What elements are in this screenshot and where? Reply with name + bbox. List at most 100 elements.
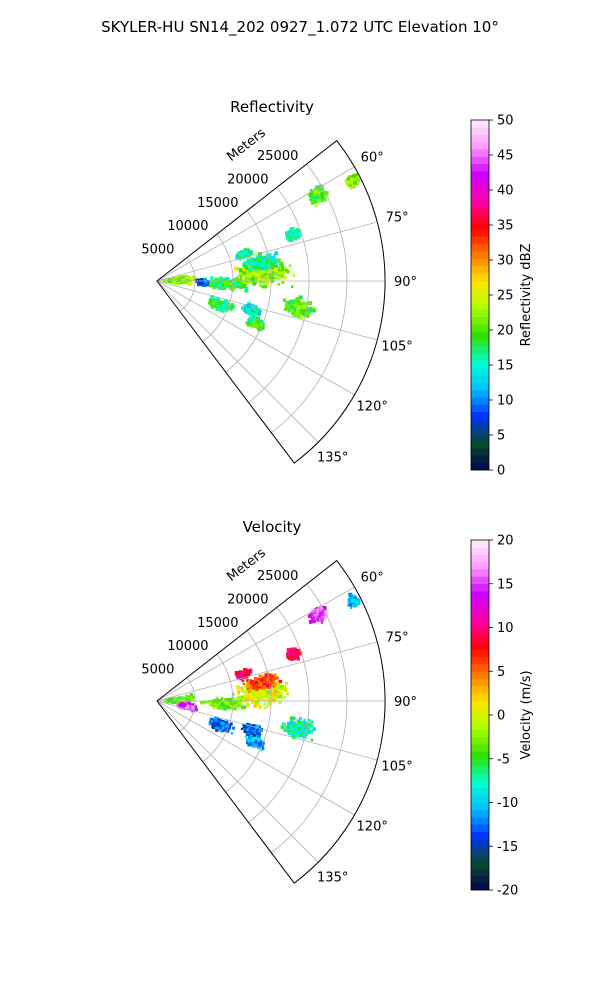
- echo-pixel: [289, 716, 294, 721]
- echo-pixel: [210, 720, 214, 723]
- echo-pixel: [249, 262, 252, 265]
- colorbar-tick-label: 5: [497, 665, 505, 680]
- colorbar-swatch: [471, 462, 489, 471]
- echo-pixel: [350, 606, 353, 609]
- echo-pixel: [274, 251, 279, 256]
- panel-title: Reflectivity: [230, 98, 314, 116]
- colorbar-tick-label: 40: [497, 184, 514, 199]
- echo-pixel: [225, 729, 230, 733]
- angle-tick-label: 75°: [386, 211, 409, 226]
- echo-pixel: [351, 594, 356, 599]
- echo-pixel: [298, 234, 302, 238]
- echo-pixel: [296, 312, 299, 316]
- echo-pixel: [268, 702, 272, 706]
- echo-pixel: [255, 269, 259, 274]
- echo-pixel: [313, 193, 316, 196]
- echo-pixel: [250, 725, 254, 729]
- echo-pixel: [298, 295, 303, 300]
- colorbar-swatch: [471, 693, 489, 701]
- echo-pixel: [227, 702, 231, 706]
- echo-pixel: [175, 276, 179, 279]
- echo-pixel: [258, 271, 262, 275]
- echo-cell: [208, 295, 235, 313]
- echo-pixel: [258, 324, 262, 329]
- echo-pixel: [268, 270, 272, 274]
- echo-pixel: [245, 276, 249, 280]
- echo-pixel: [254, 691, 258, 695]
- echo-pixel: [194, 708, 198, 712]
- echo-pixel: [241, 306, 245, 310]
- echo-pixel: [310, 720, 314, 724]
- echo-pixel: [296, 657, 300, 661]
- echo-pixel: [290, 308, 294, 313]
- echo-pixel: [312, 308, 317, 313]
- echo-pixel: [299, 717, 302, 720]
- echo-pixel: [238, 676, 241, 679]
- echo-layer: [162, 173, 361, 332]
- echo-pixel: [288, 264, 292, 268]
- colorbar-label: Reflectivity dBZ: [519, 244, 534, 347]
- echo-pixel: [224, 703, 228, 707]
- echo-pixel: [183, 703, 187, 707]
- echo-pixel: [320, 621, 324, 624]
- echo-pixel: [286, 307, 289, 311]
- echo-pixel: [264, 690, 267, 693]
- echo-pixel: [252, 280, 257, 285]
- echo-pixel: [248, 322, 251, 326]
- echo-pixel: [210, 295, 215, 300]
- echo-pixel: [169, 278, 174, 283]
- echo-pixel: [315, 612, 320, 617]
- echo-pixel: [259, 280, 263, 284]
- echo-pixel: [290, 227, 295, 231]
- echo-pixel: [259, 684, 262, 687]
- echo-pixel: [218, 723, 221, 726]
- echo-pixel: [351, 598, 355, 603]
- echo-pixel: [209, 720, 212, 723]
- echo-pixel: [180, 275, 184, 279]
- echo-pixel: [304, 733, 308, 737]
- echo-pixel: [261, 327, 265, 331]
- echo-pixel: [224, 724, 228, 728]
- echo-pixel: [251, 690, 256, 695]
- colorbar-swatch: [471, 656, 489, 665]
- colorbar-swatch: [471, 448, 489, 456]
- echo-pixel: [239, 258, 242, 261]
- echo-pixel: [281, 267, 284, 271]
- echo-pixel: [190, 705, 195, 709]
- colorbar-swatch: [471, 547, 489, 555]
- echo-pixel: [255, 320, 260, 325]
- range-ring: [225, 630, 272, 793]
- echo-pixel: [242, 727, 245, 730]
- echo-pixel: [233, 701, 237, 705]
- echo-pixel: [237, 689, 241, 693]
- echo-pixel: [220, 697, 224, 700]
- echo-pixel: [290, 731, 294, 736]
- echo-cell: [176, 701, 198, 713]
- echo-pixel: [292, 735, 296, 739]
- colorbar-swatch: [471, 758, 489, 767]
- echo-pixel: [255, 702, 260, 707]
- echo-pixel: [250, 280, 254, 285]
- echo-pixel: [224, 284, 228, 288]
- echo-pixel: [291, 312, 294, 315]
- colorbar-swatch: [471, 868, 489, 876]
- echo-pixel: [305, 315, 308, 318]
- echo-pixel: [261, 747, 265, 750]
- echo-pixel: [315, 610, 318, 613]
- echo-pixel: [286, 692, 289, 696]
- echo-pixel: [272, 259, 277, 264]
- colorbar-swatch: [471, 360, 489, 369]
- echo-pixel: [186, 704, 190, 708]
- echo-pixel: [226, 703, 230, 708]
- colorbar-tick-label: -15: [497, 840, 518, 855]
- echo-pixel: [258, 258, 263, 263]
- echo-pixel: [246, 258, 250, 262]
- echo-pixel: [244, 695, 247, 698]
- echo-pixel: [252, 684, 256, 687]
- echo-pixel: [260, 692, 265, 696]
- echo-cell: [235, 248, 254, 261]
- echo-pixel: [260, 674, 264, 678]
- echo-pixel: [276, 275, 279, 279]
- echo-pixel: [236, 275, 241, 279]
- azimuth-line: [156, 280, 319, 443]
